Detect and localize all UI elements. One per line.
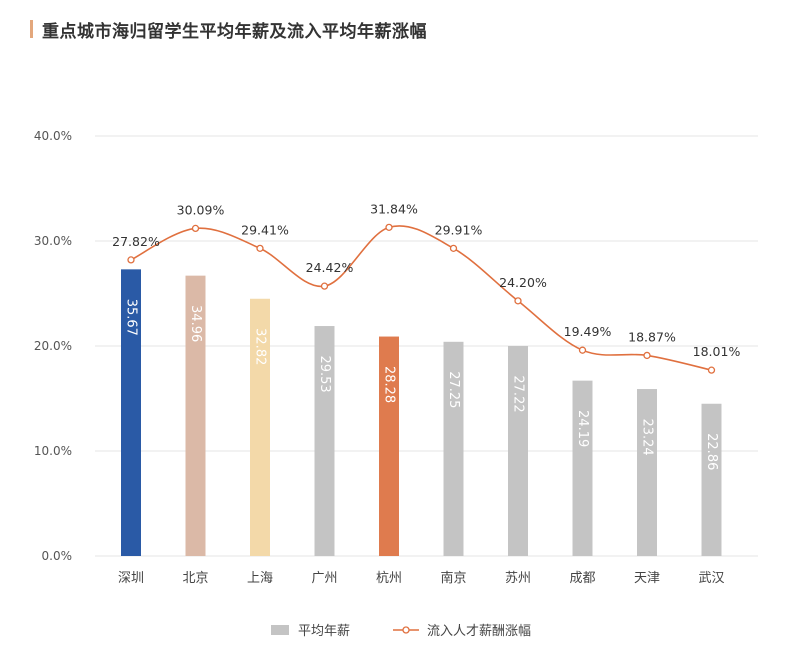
line-value-label: 24.20%: [499, 275, 547, 290]
line-point: [449, 244, 458, 253]
x-category-label: 成都: [569, 571, 595, 586]
line-series-path: [130, 225, 712, 371]
bar: [701, 403, 722, 556]
bar: [379, 336, 399, 556]
x-category-label: 深圳: [118, 571, 144, 586]
line-point: [707, 366, 716, 374]
bar: [443, 341, 464, 556]
legend-line-marker: [402, 626, 410, 634]
y-tick-label: 0.0%: [42, 549, 73, 563]
x-category-label: 广州: [311, 571, 337, 586]
title-accent-bar: [30, 20, 33, 38]
y-tick-label: 10.0%: [34, 444, 72, 458]
line-point: [256, 244, 264, 253]
x-category-label: 上海: [247, 571, 273, 586]
line-value-label: 30.09%: [177, 202, 225, 217]
line-value-label: 18.87%: [628, 329, 676, 344]
y-tick-label: 30.0%: [34, 234, 72, 248]
bar-value-label: 24.19: [575, 410, 590, 447]
bar: [121, 269, 141, 556]
bar: [314, 326, 335, 556]
line-point: [191, 224, 200, 233]
y-tick-label: 20.0%: [34, 339, 72, 353]
line-point: [127, 256, 135, 264]
chart-title-container: 重点城市海归留学生平均年薪及流入平均年薪涨幅: [30, 18, 427, 42]
line-value-label: 29.41%: [241, 222, 289, 237]
x-category-label: 武汉: [698, 571, 724, 586]
bar-value-label: 28.28: [382, 366, 397, 403]
line-point: [514, 297, 522, 305]
chart-title: 重点城市海归留学生平均年薪及流入平均年薪涨幅: [42, 21, 427, 42]
bar: [185, 275, 206, 556]
line-value-label: 19.49%: [564, 324, 612, 339]
bar-value-label: 35.67: [124, 299, 139, 336]
bar-value-label: 23.24: [640, 418, 655, 455]
line-value-label: 31.84%: [370, 201, 418, 216]
x-category-label: 苏州: [505, 570, 531, 586]
bar: [250, 298, 270, 556]
bar-value-label: 27.22: [511, 375, 526, 412]
line-point: [643, 351, 651, 360]
bar-value-label: 34.96: [188, 305, 203, 342]
x-category-label: 天津: [634, 571, 660, 586]
legend-line-label: 流入人才薪酬涨幅: [427, 624, 531, 639]
bar-value-label: 22.86: [704, 433, 719, 470]
line-point: [578, 346, 587, 354]
y-tick-label: 40.0%: [34, 129, 72, 143]
line-value-label: 29.91%: [435, 222, 483, 237]
line-point: [385, 223, 393, 232]
legend-bar-swatch: [271, 625, 289, 635]
x-category-label: 南京: [440, 570, 466, 586]
bar: [572, 380, 593, 556]
x-category-label: 杭州: [376, 571, 402, 586]
bar: [508, 346, 528, 556]
legend-bar-label: 平均年薪: [298, 624, 350, 639]
x-category-label: 北京: [182, 571, 208, 586]
bar-value-label: 27.25: [446, 371, 461, 408]
bar-value-label: 29.53: [317, 355, 332, 392]
bar-value-label: 32.82: [253, 328, 268, 365]
line-point: [320, 282, 329, 290]
bar: [637, 389, 657, 556]
line-value-label: 18.01%: [693, 344, 741, 359]
line-value-label: 24.42%: [306, 260, 354, 275]
line-value-label: 27.82%: [112, 234, 160, 249]
